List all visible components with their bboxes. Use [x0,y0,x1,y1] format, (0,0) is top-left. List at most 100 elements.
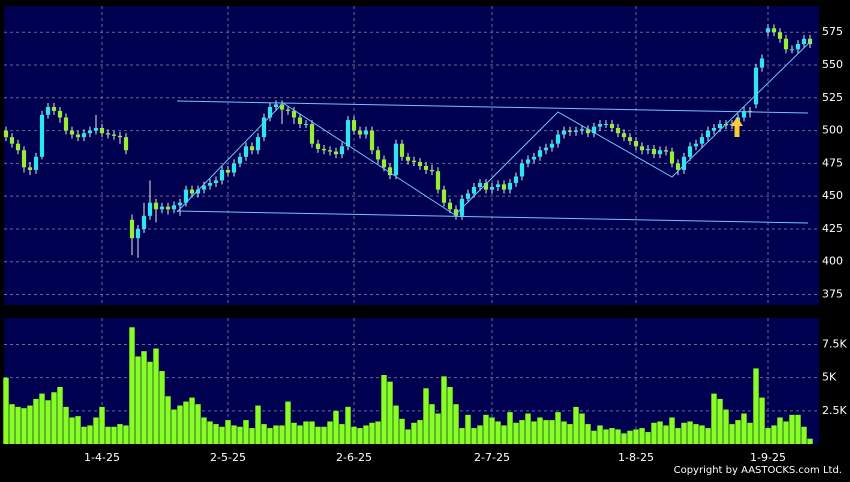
volume-bar [87,425,93,444]
volume-bar [315,426,321,444]
candle-body [669,151,675,164]
candle-body [435,171,441,190]
candle-body [33,156,39,170]
volume-bar [525,413,531,444]
x-tick-label: 2-6-25 [336,451,372,464]
volume-bar [639,428,645,444]
candle-body [51,106,57,111]
candle-body [705,130,711,138]
volume-bar [567,424,573,444]
candle-body [45,106,51,115]
y-tick-label: 400 [822,255,843,268]
candle-body [573,130,579,132]
candle-body [621,133,627,138]
candle-body [369,130,375,151]
volume-bar [351,426,357,444]
candle-body [141,215,147,229]
candle-body [411,160,417,163]
candle-body [183,189,189,203]
volume-bar [501,425,507,444]
candle-body [579,129,585,131]
volume-bar [393,405,399,444]
volume-bar [693,424,699,444]
candle-body [441,189,447,203]
marks [3,24,813,444]
candle-body [633,141,639,147]
volume-bar [753,368,759,444]
candle-body [3,130,9,138]
candle-body [237,156,243,164]
candle-body [453,209,459,216]
volume-bar [243,420,249,444]
candle-body [63,117,69,131]
candle-body [681,156,687,170]
y-tick-label: 425 [822,222,843,235]
volume-bar [309,421,315,444]
volume-bar [225,420,231,444]
candle-body [225,169,231,173]
volume-bar [741,413,747,444]
volume-bar [279,425,285,444]
y-tick-label: 475 [822,156,843,169]
candle-body [249,146,255,151]
volume-bar [9,404,15,444]
candle-body [219,169,225,181]
volume-bar [795,414,801,444]
y-tick-label: 375 [822,288,843,301]
volume-bar [369,422,375,444]
volume-bar [717,398,723,444]
volume-bar [183,401,189,444]
volume-bar [375,421,381,444]
y-tick-label: 525 [822,91,843,104]
candle-body [279,104,285,110]
volume-bar [249,428,255,444]
volume-bar [321,426,327,444]
volume-bar [33,398,39,444]
volume-bar [285,401,291,444]
volume-bar [435,413,441,444]
candle-body [771,28,777,33]
candle-body [711,127,717,131]
candle-body [351,120,357,131]
candle-body [315,143,321,149]
volume-bar [219,426,225,444]
candle-body [801,38,807,45]
candle-body [363,130,369,135]
volume-bar [213,424,219,444]
volume-bar [789,414,795,444]
volume-bar [519,420,525,444]
candle-body [21,150,27,168]
copyright: Copyright by AASTOCKS.com Ltd. [674,465,842,476]
candle-body [651,148,657,155]
candle-body [267,106,273,118]
volume-bar [645,432,651,444]
volume-bar [489,417,495,444]
volume-bar [81,426,87,444]
volume-bar [261,424,267,444]
candle-body [387,167,393,176]
candle-body [393,143,399,176]
candle-body [675,163,681,170]
candle-body [135,228,141,239]
volume-bar [237,426,243,444]
volume-bar [759,397,765,444]
candle-body [789,49,795,51]
volume-bar [687,421,693,444]
candle-body [9,137,15,144]
y-tick-label: 450 [822,189,843,202]
volume-bar [555,412,561,444]
volume-bar [339,424,345,444]
volume-bar [63,406,69,444]
volume-bar [549,420,555,444]
candle-body [99,127,105,134]
candle-body [699,137,705,144]
volume-bar [447,386,453,444]
volume-bar [99,406,105,444]
candle-body [477,183,483,187]
volume-bar [381,375,387,444]
y2-tick-label: 5K [822,371,837,384]
candle-body [165,206,171,210]
volume-bar [495,421,501,444]
candle-body [423,165,429,170]
